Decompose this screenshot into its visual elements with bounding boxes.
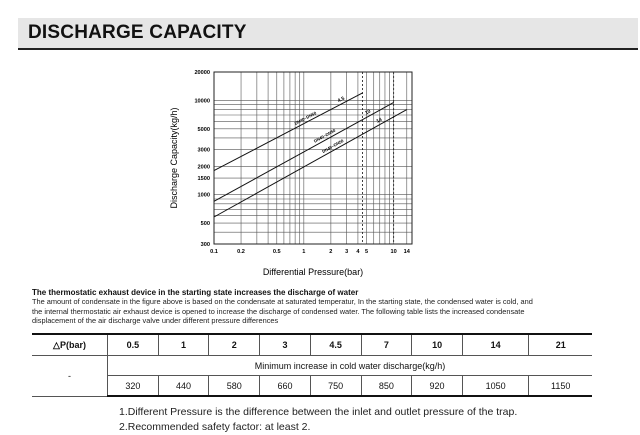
- value-cell: 1050: [461, 375, 530, 397]
- description-body: The amount of condensate in the figure a…: [32, 297, 592, 326]
- pressure-cell: 2: [208, 333, 261, 356]
- x-tick-label: 0.2: [237, 249, 245, 255]
- discharge-capacity-chart: 0.1 0.2 0.5 1 2 3 4 5 10 143005001000150020003000…: [169, 70, 413, 277]
- y-tick-label: 500: [201, 221, 210, 227]
- value-cell: 750: [309, 375, 362, 397]
- description-line: displacement of the air discharge valve …: [32, 316, 279, 326]
- table-values-row: 320 440 580 660 750 850 920 1050 1150: [32, 375, 592, 397]
- pressure-cell: 4.5: [309, 333, 362, 356]
- pressure-cell: 0.5: [107, 333, 159, 356]
- value-cell: 580: [208, 375, 261, 397]
- table-subheader-row: - Minimum increase in cold water dischar…: [32, 355, 592, 397]
- pressure-cell: 1: [157, 333, 210, 356]
- x-tick-label: 5: [365, 249, 368, 255]
- x-tick-label: 0.5: [273, 249, 281, 255]
- y-tick-label: 1000: [198, 193, 210, 199]
- pressure-cell: 14: [461, 333, 530, 356]
- series-pressure-label: 10: [364, 108, 372, 116]
- row-label-cell: -: [32, 355, 108, 397]
- subheader-cell: Minimum increase in cold water discharge…: [107, 355, 592, 376]
- value-cell: 320: [107, 375, 159, 397]
- series-line: [213, 102, 394, 202]
- x-tick-label: 14: [404, 249, 411, 255]
- page-title: DISCHARGE CAPACITY: [28, 22, 247, 43]
- y-tick-label: 3000: [198, 148, 210, 154]
- y-tick-label: 2000: [198, 164, 210, 170]
- y-tick-label: 300: [201, 242, 210, 248]
- x-tick-label: 4: [356, 249, 360, 255]
- y-tick-label: 5000: [198, 127, 210, 133]
- series-pressure-label: 14: [375, 117, 383, 125]
- notes: 1.Different Pressure is the difference b…: [119, 405, 517, 435]
- series-line: [213, 92, 363, 172]
- y-tick-label: 20000: [194, 70, 210, 76]
- note-line: 2.Recommended safety factor: at least 2.: [119, 421, 311, 433]
- description-line: the internal thermostatic air exhaust de…: [32, 306, 525, 316]
- series-line: [213, 109, 408, 218]
- x-tick-label: 1: [302, 249, 305, 255]
- value-cell: 920: [411, 375, 463, 397]
- note-line: 1.Different Pressure is the difference b…: [119, 406, 518, 418]
- x-tick-label: 3: [345, 249, 348, 255]
- y-tick-label: 1500: [198, 176, 210, 182]
- description-line: The amount of condensate in the figure a…: [32, 297, 533, 306]
- value-cell: 440: [157, 375, 210, 397]
- description-title: The thermostatic exhaust device in the s…: [32, 288, 359, 297]
- x-axis-label: Differential Pressure(bar): [263, 267, 363, 277]
- plot-frame: [213, 71, 413, 245]
- x-tick-label: 2: [329, 249, 332, 255]
- pressure-cell: 10: [411, 333, 463, 356]
- value-cell: 1150: [528, 375, 592, 397]
- pressure-header-cell: △P(bar): [32, 333, 108, 356]
- pressure-cell: 7: [360, 333, 413, 356]
- series-pressure-label: 4.5: [337, 96, 346, 105]
- table-header-row: △P(bar) 0.5 1 2 3 4.5 7 10 14 21: [32, 333, 592, 356]
- y-axis-label: Discharge Capacity(kg/h): [169, 107, 179, 208]
- value-cell: 660: [259, 375, 311, 397]
- value-cell: 850: [360, 375, 413, 397]
- pressure-cell: 3: [259, 333, 311, 356]
- x-tick-label: 0.1: [210, 249, 218, 255]
- pressure-cell: 21: [528, 333, 592, 356]
- y-tick-label: 10000: [194, 98, 210, 104]
- cold-water-discharge-table: △P(bar) 0.5 1 2 3 4.5 7 10 14 21 - Minim…: [32, 333, 592, 397]
- section-header: DISCHARGE CAPACITY: [18, 18, 638, 50]
- x-tick-label: 10: [391, 249, 397, 255]
